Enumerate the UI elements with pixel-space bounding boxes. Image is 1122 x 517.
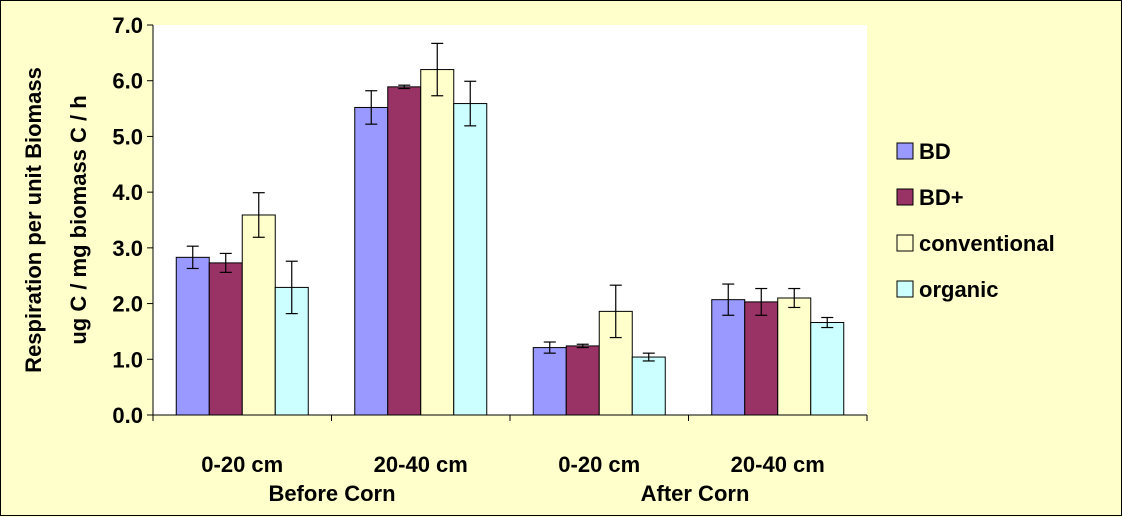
bar [241, 214, 276, 416]
y-tick-label: 7.0 [112, 13, 143, 38]
y-tick-label: 4.0 [112, 180, 143, 205]
bar [777, 297, 812, 416]
legend-swatch [896, 234, 914, 252]
bar [810, 322, 845, 416]
legend-swatch [896, 142, 914, 160]
y-tick-label: 1.0 [112, 347, 143, 372]
bar [744, 301, 779, 416]
bar [387, 86, 422, 416]
bar [175, 256, 210, 416]
y-ticks-group: 0.0 1.0 2.0 3.0 4.0 5.0 6.0 7.0 [112, 13, 153, 428]
bar [453, 103, 488, 416]
bar [631, 356, 666, 416]
legend-label: BD+ [919, 185, 964, 210]
legend-swatch [896, 280, 914, 298]
bars-group [175, 69, 845, 416]
x-tick-label: 0-20 cm [201, 452, 283, 477]
group-label-after-corn: After Corn [641, 481, 750, 506]
legend-swatch [896, 188, 914, 206]
legend-label: conventional [919, 231, 1055, 256]
legend-label: organic [919, 277, 998, 302]
x-tick-label: 20-40 cm [374, 452, 468, 477]
x-tick-label: 20-40 cm [731, 452, 825, 477]
error-bars-group [186, 42, 834, 362]
y-tick-label: 6.0 [112, 69, 143, 94]
y-tick-label: 2.0 [112, 292, 143, 317]
y-tick-label: 5.0 [112, 124, 143, 149]
bar [565, 345, 600, 416]
bar [711, 299, 746, 416]
bar [354, 106, 389, 416]
y-axis-label-line1: Respiration per unit Biomass [21, 67, 46, 373]
legend: BD BD+ conventional organic [896, 139, 1055, 302]
y-axis-label-line2: ug C / mg biomass C / h [66, 95, 91, 344]
legend-label: BD [919, 139, 951, 164]
x-ticks-group: 0-20 cm 20-40 cm 0-20 cm 20-40 cm [152, 415, 868, 477]
group-label-before-corn: Before Corn [268, 481, 395, 506]
bar [420, 69, 455, 416]
y-tick-label: 0.0 [112, 403, 143, 428]
x-tick-label: 0-20 cm [558, 452, 640, 477]
bar [208, 262, 243, 416]
bar [532, 347, 567, 416]
y-tick-label: 3.0 [112, 236, 143, 261]
